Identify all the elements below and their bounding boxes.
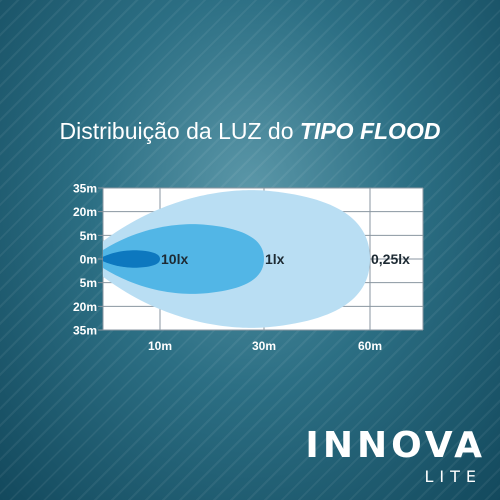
x-tick-label: 60m [358, 339, 382, 353]
y-tick-label: 5m [80, 229, 97, 243]
zone-labels: 0,25lx 1lx 10lx [161, 251, 410, 267]
chart-title-prefix: Distribuição da LUZ do [59, 118, 300, 144]
y-tick-label: 5m [80, 276, 97, 290]
y-tick-label: 0m [80, 253, 97, 267]
y-axis-ticks: 35m 20m 5m 0m 5m 20m 35m [73, 182, 97, 338]
brand-sub: LITE [424, 467, 482, 486]
chart-title-emphasis: TIPO FLOOD [299, 118, 441, 144]
x-tick-label: 10m [148, 339, 172, 353]
illuminance-zones [103, 190, 370, 328]
y-tick-label: 20m [73, 205, 97, 219]
y-tick-label: 20m [73, 300, 97, 314]
zone-1lx [103, 224, 264, 294]
zone-10lx [103, 250, 160, 268]
x-tick-label: 30m [252, 339, 276, 353]
x-axis-ticks: 10m 30m 60m [148, 339, 382, 353]
zone-label: 0,25lx [371, 251, 410, 267]
brand-name: INNOVA [305, 425, 486, 466]
y-tick-label: 35m [73, 324, 97, 338]
y-tick-label: 35m [73, 182, 97, 196]
zone-label: 1lx [265, 251, 285, 267]
zone-label: 10lx [161, 251, 188, 267]
chart-title: Distribuição da LUZ do TIPO FLOOD [0, 118, 500, 145]
brand-logo: INNOVA LITE [300, 425, 490, 495]
